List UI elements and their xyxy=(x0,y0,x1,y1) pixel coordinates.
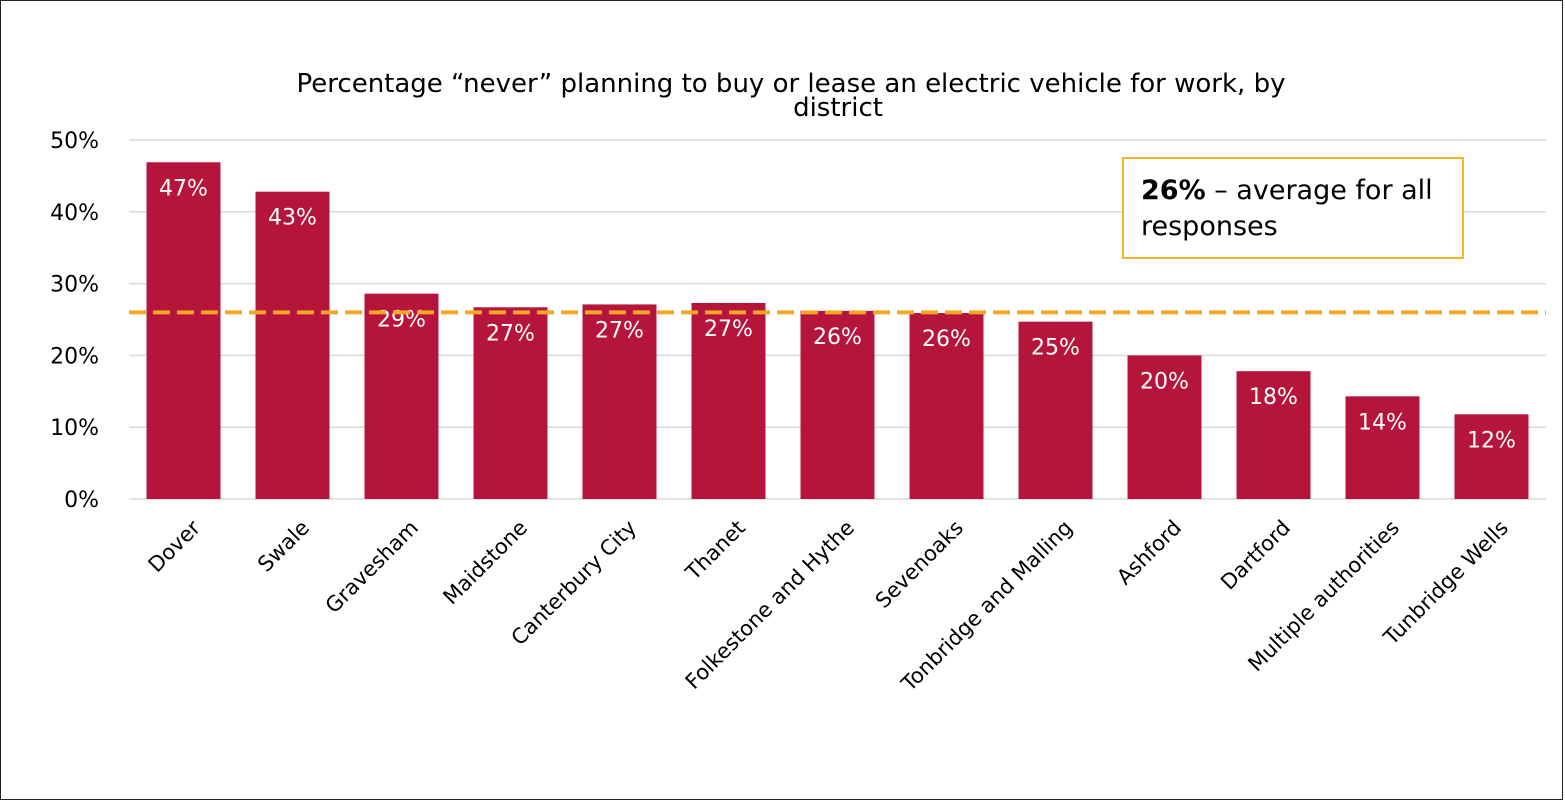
bar xyxy=(582,304,657,499)
x-tick-label: Swale xyxy=(253,516,314,577)
bar xyxy=(473,307,548,499)
data-label: 18% xyxy=(1249,385,1298,410)
data-label: 26% xyxy=(813,325,862,350)
average-callout: 26% – average for all responses xyxy=(1122,157,1464,259)
data-label: 27% xyxy=(704,317,753,342)
bars: 47%43%29%27% 27% 27% 26% 26% 25%20%18%14%12% xyxy=(146,162,1529,500)
x-tick-label: Dartford xyxy=(1216,516,1295,595)
bar xyxy=(255,191,330,500)
callout-value: 26% xyxy=(1141,175,1206,206)
y-tick-label: 20% xyxy=(50,344,99,369)
bar xyxy=(800,310,875,499)
data-label: 47% xyxy=(159,176,208,201)
bar xyxy=(1236,371,1311,499)
y-axis: 0% 10% 20% 30% 40% 50% xyxy=(50,129,99,513)
bar xyxy=(1454,414,1529,499)
data-label: 20% xyxy=(1140,369,1189,394)
callout-text: – average for all responses xyxy=(1141,175,1433,242)
data-label: 27% xyxy=(595,318,644,343)
data-label: 12% xyxy=(1467,428,1516,453)
y-tick-label: 10% xyxy=(50,416,99,441)
bar xyxy=(691,302,766,499)
data-label: 27% xyxy=(486,321,535,346)
chart-title-line2: district xyxy=(793,93,883,123)
data-label: 25% xyxy=(1031,336,1080,361)
x-tick-label: Maidstone xyxy=(438,516,532,610)
y-tick-label: 40% xyxy=(50,201,99,226)
bar xyxy=(364,293,439,499)
y-tick-label: 0% xyxy=(64,488,99,513)
x-tick-label: Gravesham xyxy=(321,516,423,618)
x-tick-label: Dover xyxy=(144,515,206,577)
bar xyxy=(1018,321,1093,499)
bar xyxy=(1127,355,1202,499)
data-label: 26% xyxy=(922,327,971,352)
y-tick-label: 50% xyxy=(50,129,99,154)
bar xyxy=(1345,396,1420,499)
chart-title-line1: Percentage “never” planning to buy or le… xyxy=(297,69,1286,99)
x-tick-label: Ashford xyxy=(1112,516,1186,590)
data-label: 43% xyxy=(268,206,317,231)
data-label: 14% xyxy=(1358,410,1407,435)
bar xyxy=(146,162,221,499)
bar xyxy=(909,313,984,499)
y-tick-label: 30% xyxy=(50,273,99,298)
x-tick-label: Sevenoaks xyxy=(871,516,968,613)
x-tick-label: Thanet xyxy=(680,516,750,586)
